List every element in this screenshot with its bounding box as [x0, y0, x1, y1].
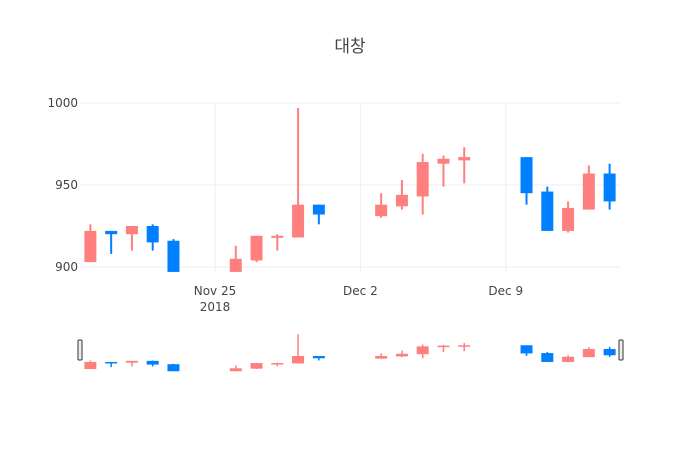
- range-slider-right-handle[interactable]: [618, 339, 624, 361]
- slider-candle: [416, 344, 429, 359]
- range-slider-left-handle[interactable]: [77, 339, 83, 361]
- candle[interactable]: [146, 224, 159, 251]
- candlestick-series[interactable]: [84, 107, 616, 272]
- candle-body: [437, 158, 450, 164]
- slider-candle: [437, 344, 450, 352]
- candle-body: [520, 157, 533, 194]
- candle-body: [271, 235, 284, 238]
- x-tick-label: Dec 2: [343, 284, 378, 298]
- candle-body: [167, 240, 180, 272]
- candle-body: [562, 207, 575, 231]
- candle[interactable]: [84, 224, 97, 263]
- y-tick-label: 1000: [47, 96, 78, 110]
- candle[interactable]: [125, 226, 138, 251]
- candle-body: [229, 258, 242, 272]
- slider-candle: [292, 334, 305, 364]
- slider-candle: [458, 343, 471, 352]
- candle[interactable]: [458, 147, 471, 184]
- chart-title: 대창: [334, 37, 366, 57]
- slider-candle: [146, 360, 159, 367]
- x-axis: Nov 25 2018 Dec 2 Dec 9: [194, 284, 523, 314]
- candle-body: [105, 230, 118, 235]
- slider-candle: [312, 356, 325, 361]
- candle[interactable]: [375, 193, 388, 218]
- y-axis: 900 950 1000: [47, 96, 78, 274]
- slider-candle: [375, 353, 388, 359]
- candle-body: [146, 226, 159, 243]
- slider-candle: [541, 351, 554, 362]
- candle-body: [603, 173, 616, 202]
- candle-body: [395, 194, 408, 207]
- candle[interactable]: [416, 153, 429, 215]
- slider-candle: [582, 347, 595, 358]
- y-tick-label: 900: [55, 260, 78, 274]
- candle[interactable]: [229, 245, 242, 272]
- slider-candle: [562, 355, 575, 363]
- candle[interactable]: [395, 180, 408, 210]
- candle[interactable]: [167, 239, 180, 272]
- candle[interactable]: [520, 157, 533, 205]
- candle[interactable]: [312, 204, 325, 225]
- gridlines: [80, 102, 620, 272]
- candle-body: [416, 162, 429, 197]
- slider-candle: [105, 361, 118, 368]
- candle[interactable]: [271, 234, 284, 251]
- slider-candle: [84, 360, 97, 370]
- candle[interactable]: [250, 235, 263, 263]
- range-slider[interactable]: [77, 334, 624, 372]
- x-tick-sublabel: 2018: [200, 300, 231, 314]
- candle[interactable]: [562, 201, 575, 233]
- candle-body: [375, 204, 388, 217]
- candle[interactable]: [603, 163, 616, 210]
- slider-candle: [520, 345, 533, 357]
- slider-candle: [603, 346, 616, 358]
- candle[interactable]: [437, 155, 450, 187]
- candle-body: [541, 191, 554, 231]
- candle-body: [312, 204, 325, 215]
- candle[interactable]: [105, 230, 118, 254]
- candle-body: [125, 226, 138, 235]
- x-tick-label: Dec 9: [488, 284, 523, 298]
- slider-candle: [229, 365, 242, 372]
- slider-candle: [271, 362, 284, 367]
- candle-body: [250, 235, 263, 261]
- slider-candle: [395, 350, 408, 358]
- slider-candle: [125, 360, 138, 367]
- slider-candle: [250, 363, 263, 370]
- candle[interactable]: [582, 165, 595, 210]
- y-tick-label: 950: [55, 178, 78, 192]
- candle-body: [292, 204, 305, 238]
- candle[interactable]: [541, 186, 554, 231]
- candle[interactable]: [292, 107, 305, 238]
- candle-body: [458, 157, 471, 161]
- slider-candle: [167, 363, 180, 372]
- candle-body: [84, 230, 97, 263]
- candle-body: [582, 173, 595, 210]
- x-tick-label: Nov 25: [194, 284, 237, 298]
